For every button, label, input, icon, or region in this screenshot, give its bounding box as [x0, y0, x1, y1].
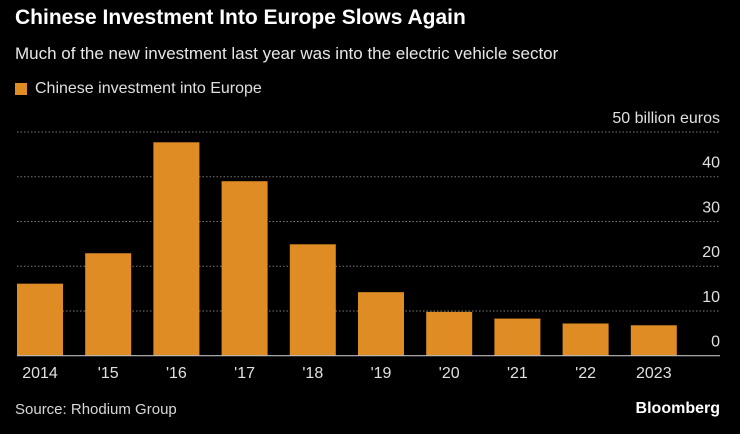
x-tick-label: '19 [371, 365, 392, 382]
bar-17 [221, 181, 268, 356]
x-tick-label: 2014 [22, 365, 58, 382]
y-tick-label: 50 billion euros [612, 110, 720, 127]
y-tick-label: 40 [702, 155, 720, 172]
legend: Chinese investment into Europe [15, 80, 262, 98]
y-tick-label: 30 [702, 199, 720, 216]
bar-19 [358, 292, 404, 356]
bar-16 [153, 142, 200, 356]
x-tick-label: '15 [98, 365, 119, 382]
x-tick-label: '17 [234, 365, 255, 382]
x-tick-label: 2023 [636, 365, 672, 382]
x-tick-label: '21 [507, 365, 528, 382]
bar-2023 [630, 325, 677, 356]
bar-20 [426, 311, 473, 356]
x-tick-label: '16 [166, 365, 187, 382]
chart-title: Chinese Investment Into Europe Slows Aga… [15, 6, 466, 29]
x-tick-label: '18 [302, 365, 323, 382]
y-tick-label: 20 [702, 244, 720, 261]
source-note: Source: Rhodium Group [15, 401, 177, 418]
x-tick-label: '20 [439, 365, 460, 382]
bar-18 [289, 244, 336, 356]
legend-swatch [15, 83, 27, 95]
bar-21 [494, 318, 541, 356]
bar-2014 [17, 283, 63, 356]
chart-subtitle: Much of the new investment last year was… [15, 44, 559, 63]
bar-22 [562, 323, 609, 356]
bloomberg-logo: Bloomberg [635, 400, 720, 417]
y-tick-label: 0 [711, 334, 720, 351]
bar-15 [85, 253, 132, 356]
x-tick-label: '22 [575, 365, 596, 382]
legend-label: Chinese investment into Europe [35, 80, 262, 97]
y-tick-label: 10 [702, 289, 720, 306]
